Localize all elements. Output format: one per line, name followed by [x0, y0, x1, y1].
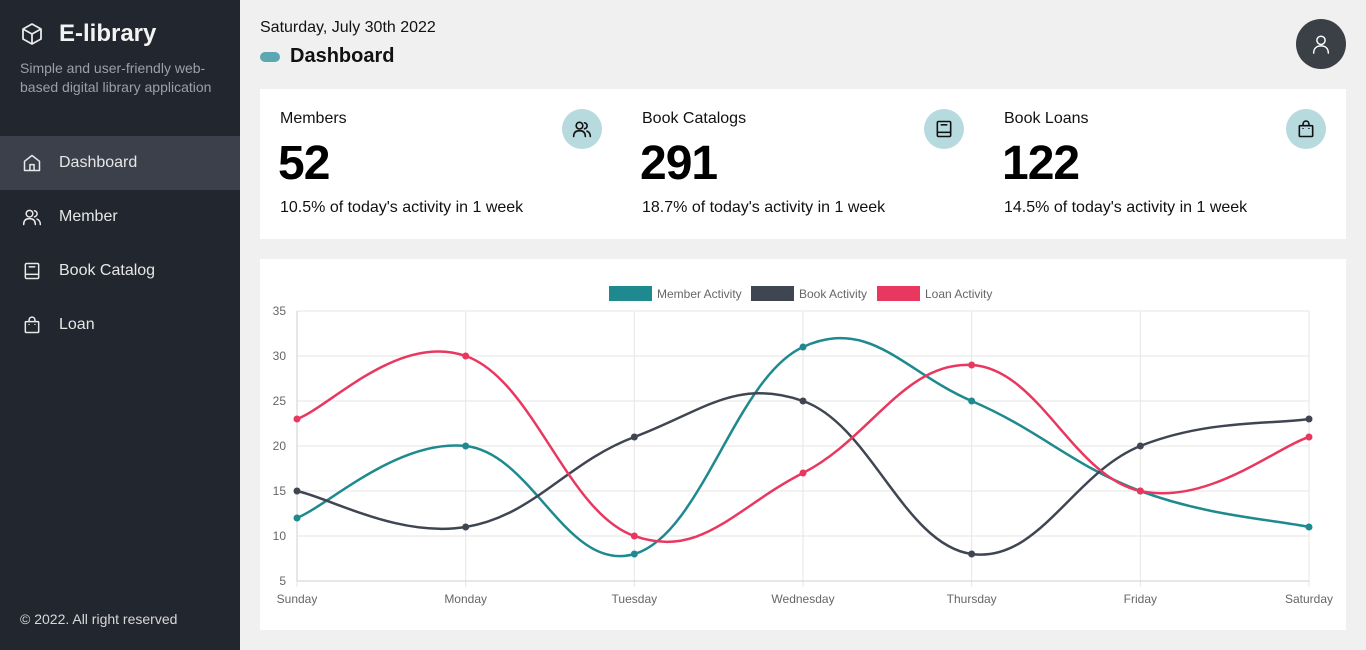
data-point-book-activity — [968, 550, 976, 558]
data-point-loan-activity — [968, 361, 976, 369]
brand-subtitle: Simple and user-friendly web-based digit… — [20, 60, 212, 95]
x-tick-label: Tuesday — [612, 592, 658, 606]
data-point-book-activity — [462, 523, 470, 531]
stat-members: Members 52 10.5% of today's activity in … — [260, 89, 602, 239]
x-tick-label: Saturday — [1285, 592, 1333, 606]
x-tick-label: Monday — [444, 592, 487, 606]
stat-label: Book Loans — [1004, 110, 1089, 127]
legend-swatch-book-activity — [751, 286, 794, 301]
data-point-loan-activity — [630, 532, 638, 540]
sidebar-footer: © 2022. All right reserved — [20, 611, 178, 627]
stat-note: 18.7% of today's activity in 1 week — [642, 199, 886, 216]
x-tick-label: Friday — [1124, 592, 1157, 606]
stat-book-catalogs: Book Catalogs 291 18.7% of today's activ… — [622, 89, 964, 239]
data-point-member-activity — [630, 550, 638, 558]
data-point-loan-activity — [799, 469, 807, 477]
stat-note: 10.5% of today's activity in 1 week — [280, 199, 524, 216]
activity-line-chart: 5 10 15 20 25 30 35 Sunday Monday Tuesday Wednesda… — [273, 286, 1333, 606]
legend-label-member-activity: Member Activity — [657, 287, 742, 301]
title-accent-pill — [260, 51, 280, 62]
data-point-book-activity — [630, 433, 638, 441]
y-tick-label: 15 — [273, 484, 287, 498]
sidebar-item-loan[interactable]: Loan — [0, 298, 240, 352]
stat-icon-badge — [562, 109, 602, 149]
x-tick-label: Wednesday — [771, 592, 834, 606]
sidebar: E-library Simple and user-friendly web-b… — [0, 0, 240, 650]
brand[interactable]: E-library — [20, 20, 156, 48]
legend-swatch-loan-activity — [877, 286, 920, 301]
legend-swatch-member-activity — [609, 286, 652, 301]
data-point-book-activity — [293, 487, 301, 495]
data-point-loan-activity — [293, 415, 301, 423]
stat-label: Book Catalogs — [642, 110, 747, 127]
stat-value: 122 — [1002, 137, 1080, 190]
data-point-member-activity — [799, 343, 807, 351]
data-point-member-activity — [1305, 523, 1313, 531]
y-tick-label: 35 — [273, 304, 287, 318]
x-tick-label: Thursday — [947, 592, 997, 606]
data-point-loan-activity — [1136, 487, 1144, 495]
users-icon — [572, 121, 592, 138]
page-title: Dashboard — [290, 45, 395, 67]
book-icon — [24, 262, 40, 280]
home-icon — [23, 154, 41, 172]
sidebar-item-book-catalog[interactable]: Book Catalog — [0, 244, 240, 298]
sidebar-item-label: Book Catalog — [59, 262, 156, 279]
bag-icon — [1298, 120, 1314, 138]
user-avatar-button[interactable] — [1296, 19, 1346, 69]
stat-icon-badge — [924, 109, 964, 149]
sidebar-nav: Dashboard Member Book Catalog — [0, 136, 240, 352]
stat-book-loans: Book Loans 122 14.5% of today's activity… — [984, 89, 1326, 239]
data-point-book-activity — [799, 397, 807, 405]
current-date: Saturday, July 30th 2022 — [260, 19, 436, 36]
activity-chart-card: 5 10 15 20 25 30 35 Sunday Monday Tuesday Wednesda… — [260, 259, 1346, 630]
data-point-loan-activity — [1305, 433, 1313, 441]
page-title-wrap: Dashboard — [260, 45, 394, 68]
book-icon — [936, 120, 952, 138]
legend-label-book-activity: Book Activity — [799, 287, 867, 301]
stat-value: 52 — [278, 137, 330, 190]
data-point-book-activity — [1136, 442, 1144, 450]
brand-title: E-library — [59, 20, 157, 47]
stat-note: 14.5% of today's activity in 1 week — [1004, 199, 1248, 216]
data-point-member-activity — [293, 514, 301, 522]
data-point-book-activity — [1305, 415, 1313, 423]
bag-icon — [24, 316, 40, 334]
sidebar-item-dashboard[interactable]: Dashboard — [0, 136, 240, 190]
y-tick-label: 5 — [279, 574, 286, 588]
stats-card: Members 52 10.5% of today's activity in … — [260, 89, 1346, 239]
y-tick-label: 30 — [273, 349, 287, 363]
y-tick-label: 10 — [273, 529, 287, 543]
sidebar-item-member[interactable]: Member — [0, 190, 240, 244]
sidebar-item-label: Loan — [59, 316, 95, 333]
data-point-member-activity — [462, 442, 470, 450]
data-point-loan-activity — [462, 352, 470, 360]
sidebar-item-label: Dashboard — [59, 154, 138, 171]
y-tick-label: 20 — [273, 439, 287, 453]
sidebar-item-label: Member — [59, 208, 118, 225]
legend-label-loan-activity: Loan Activity — [925, 287, 992, 301]
cube-icon — [22, 23, 42, 45]
user-icon — [1312, 35, 1330, 54]
stat-value: 291 — [640, 137, 718, 190]
stat-label: Members — [280, 110, 347, 127]
data-point-member-activity — [968, 397, 976, 405]
stat-icon-badge — [1286, 109, 1326, 149]
users-icon — [22, 209, 42, 226]
y-tick-label: 25 — [273, 394, 287, 408]
x-tick-label: Sunday — [277, 592, 318, 606]
